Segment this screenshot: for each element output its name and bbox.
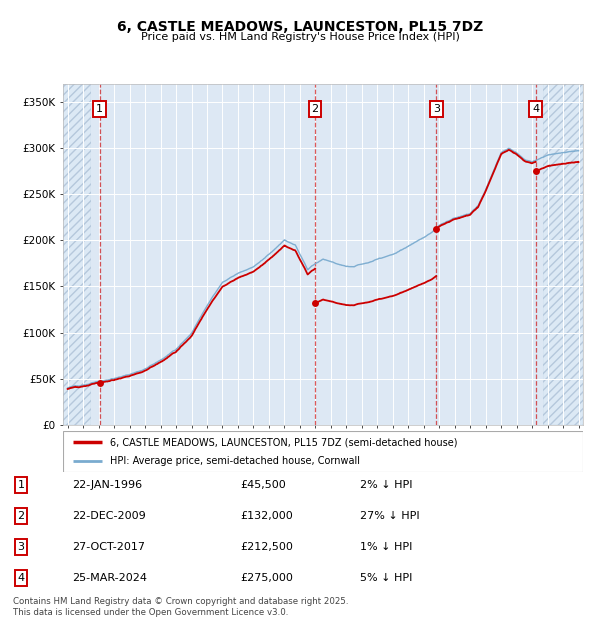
Text: 2: 2 <box>17 511 25 521</box>
Text: 1: 1 <box>96 104 103 114</box>
Text: Price paid vs. HM Land Registry's House Price Index (HPI): Price paid vs. HM Land Registry's House … <box>140 32 460 42</box>
Text: 1: 1 <box>17 480 25 490</box>
Text: 5% ↓ HPI: 5% ↓ HPI <box>360 573 412 583</box>
Text: 6, CASTLE MEADOWS, LAUNCESTON, PL15 7DZ (semi-detached house): 6, CASTLE MEADOWS, LAUNCESTON, PL15 7DZ … <box>110 437 457 447</box>
Text: 2: 2 <box>311 104 319 114</box>
Text: 6, CASTLE MEADOWS, LAUNCESTON, PL15 7DZ: 6, CASTLE MEADOWS, LAUNCESTON, PL15 7DZ <box>117 20 483 35</box>
Text: Contains HM Land Registry data © Crown copyright and database right 2025.
This d: Contains HM Land Registry data © Crown c… <box>13 598 349 617</box>
Text: 3: 3 <box>17 542 25 552</box>
Text: 25-MAR-2024: 25-MAR-2024 <box>72 573 147 583</box>
Text: £275,000: £275,000 <box>240 573 293 583</box>
Text: 1% ↓ HPI: 1% ↓ HPI <box>360 542 412 552</box>
Text: 22-JAN-1996: 22-JAN-1996 <box>72 480 142 490</box>
Text: £132,000: £132,000 <box>240 511 293 521</box>
Text: HPI: Average price, semi-detached house, Cornwall: HPI: Average price, semi-detached house,… <box>110 456 360 466</box>
Text: 4: 4 <box>532 104 539 114</box>
Text: 2% ↓ HPI: 2% ↓ HPI <box>360 480 413 490</box>
Text: 27-OCT-2017: 27-OCT-2017 <box>72 542 145 552</box>
Text: 3: 3 <box>433 104 440 114</box>
Text: £212,500: £212,500 <box>240 542 293 552</box>
Text: 4: 4 <box>17 573 25 583</box>
Text: 22-DEC-2009: 22-DEC-2009 <box>72 511 146 521</box>
Text: £45,500: £45,500 <box>240 480 286 490</box>
Text: 27% ↓ HPI: 27% ↓ HPI <box>360 511 419 521</box>
